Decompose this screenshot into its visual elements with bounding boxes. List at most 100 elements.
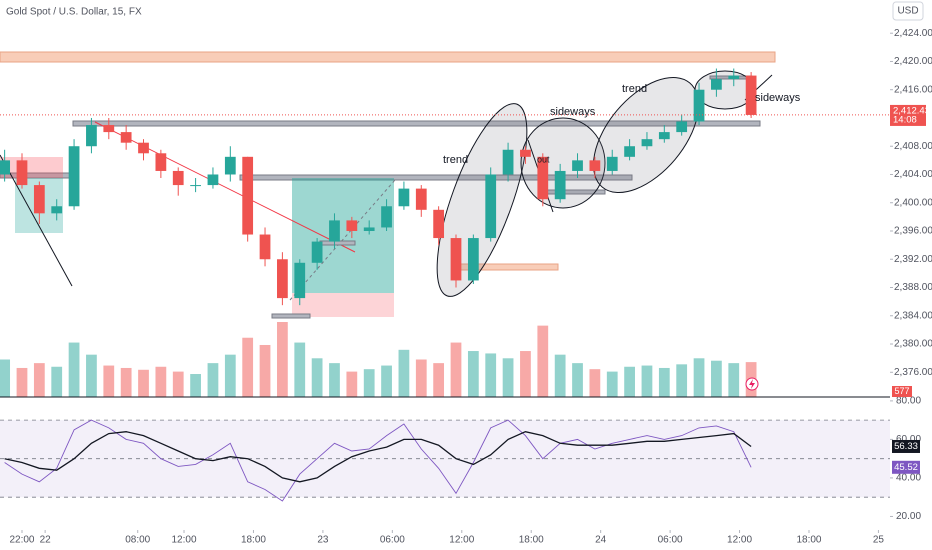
annotation: sideways [550,106,596,118]
candle-body [485,174,497,239]
candle-body [294,262,306,299]
candle-body [242,156,254,235]
candle-body [33,185,45,214]
chart-title: Gold Spot / U.S. Dollar, 15, FX [6,7,142,18]
candle-body [589,160,601,171]
candle-body [51,206,63,214]
candle-body [329,220,340,242]
volume-bar [68,342,80,397]
x-tick-label: 18:00 [796,535,821,546]
y-tick-label: 2,404.00 [894,169,932,180]
volume-bar [33,363,45,397]
volume-bar [259,344,271,397]
trend-line [0,154,73,287]
candle-body [190,185,201,187]
volume-bar [242,337,254,397]
volume-bar [693,358,705,397]
volume-tag [892,386,912,397]
volume-bar [728,363,740,397]
y-tick-label: 2,400.00 [894,197,932,208]
currency-button[interactable] [892,1,924,21]
y-tick-label: 2,416.00 [894,84,932,95]
candle-body [450,238,462,281]
candle-body [415,188,427,210]
rsi-ma-last: 56.33 [894,441,918,452]
volume-bar [520,351,531,397]
volume-bar [589,369,601,397]
candle-body [224,156,236,175]
volume-bar [138,369,149,397]
volume-bar [294,342,306,397]
y-tick-label: 2,408.00 [894,141,932,152]
volume-bar [207,363,219,397]
candle-body [86,125,97,147]
rsi-tick-label: 60.00 [896,434,921,445]
stop-box [292,293,394,317]
annotation: trend [443,154,468,166]
volume-bar [172,371,184,397]
volume-bar [51,366,63,397]
candle-body [554,170,566,200]
x-tick-label: 22 [40,535,52,546]
volume-bar [329,363,340,397]
volume-bar [16,367,28,397]
stop-box [0,157,63,178]
y-tick-label: 2,420.00 [894,56,932,67]
volume-bar [467,351,479,397]
annotation: out [537,154,550,164]
volume-bar [624,366,635,397]
y-tick-label: 2,384.00 [894,310,932,321]
candle-body [502,149,514,175]
rsi-band [0,420,890,498]
candle-body [745,75,757,115]
candle-body [120,132,132,143]
zone [319,240,356,246]
zone [239,174,633,181]
volume-bar [676,364,688,397]
candles [0,68,757,306]
rsi_ma-line [4,431,752,483]
candle-body [728,75,740,80]
volume-bar [155,366,167,397]
y-tick-label: 2,396.00 [894,226,932,237]
volume-bar [433,363,445,397]
volume-bar [711,360,722,397]
candle-body [346,220,358,231]
candle-body [207,174,219,186]
candle-body [277,259,288,299]
candle-body [0,160,11,175]
candle-body [398,188,410,207]
rsi-pane [0,419,890,498]
volume-bar [398,349,410,397]
rsi-last-tag [892,460,920,474]
event-icon [749,379,755,389]
countdown: 14:08 [893,114,917,125]
last-price: 2,412.43 [893,105,930,116]
candle-body [641,139,653,147]
candle-body [311,241,323,263]
x-tick-label: 12:00 [172,535,197,546]
x-tick-label: 23 [317,535,329,546]
volume-bar [450,342,462,397]
x-tick-label: 25 [873,535,885,546]
y-tick-label: 2,392.00 [894,254,932,265]
volume-bar [537,325,549,397]
currency[interactable]: USD [897,6,918,17]
candle-body [259,234,271,260]
candle-body [658,132,670,140]
rsi-line [4,419,752,502]
x-tick-label: 06:00 [380,535,405,546]
y-tick-label: 2,380.00 [894,339,932,350]
volume-bar [103,365,115,397]
candle-body [693,89,705,122]
volume-last: 577 [894,386,909,396]
volume-bar [190,374,201,397]
volume-bar [0,359,11,397]
candle-body [433,209,445,239]
candle-body [572,160,583,171]
volume-bar [502,358,514,397]
candle-body [606,156,618,171]
volume-bar [485,353,497,397]
volume-bar [658,367,670,397]
